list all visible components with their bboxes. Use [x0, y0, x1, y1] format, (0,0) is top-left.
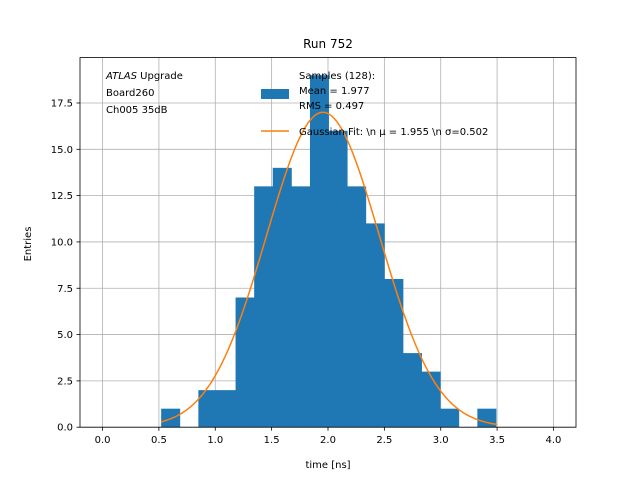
legend-samples-label: RMS = 0.497 [299, 101, 364, 112]
histogram-bar [272, 167, 292, 428]
x-tick-label: 1.0 [207, 435, 223, 446]
histogram-bars [161, 75, 497, 428]
histogram-bar [365, 223, 385, 428]
x-tick-label: 2.0 [320, 435, 336, 446]
y-tick-label: 5.0 [57, 330, 73, 341]
legend-samples-label: Mean = 1.977 [299, 86, 370, 97]
y-tick-label: 15.0 [51, 145, 73, 156]
legend-fit-label: Gaussian Fit: \n μ = 1.955 \n σ=0.502 [299, 127, 488, 138]
y-tick-label: 10.0 [51, 237, 73, 248]
legend: Samples (128): Mean = 1.977 RMS = 0.497 G… [261, 71, 488, 138]
annotation-line: Board260 [106, 88, 154, 99]
histogram-bar [291, 186, 311, 428]
y-tick-label: 0.0 [57, 423, 73, 434]
axis-ticks: 0.0 0.5 1.0 1.5 2.0 2.5 3.0 3.5 4.0 0.0 2.5 5.0 7.5 1… [51, 98, 562, 446]
chart-title: Run 752 [303, 37, 353, 51]
x-tick-label: 1.5 [264, 435, 280, 446]
y-tick-label: 2.5 [57, 376, 73, 387]
x-tick-label: 0.0 [95, 435, 111, 446]
histogram-bar [309, 75, 329, 428]
histogram-bar [384, 278, 404, 428]
annotation-line: ATLAS Upgrade [105, 71, 183, 82]
y-tick-label: 12.5 [51, 191, 73, 202]
legend-samples-patch [261, 89, 289, 99]
histogram-bar [477, 408, 497, 428]
histogram-bar [402, 353, 422, 428]
annotation-upgrade: Upgrade [137, 71, 183, 82]
legend-samples-label: Samples (128): [299, 71, 375, 82]
histogram-bar [235, 297, 255, 428]
x-tick-label: 3.5 [489, 435, 505, 446]
y-axis-label: Entries [23, 227, 34, 262]
y-tick-label: 17.5 [51, 98, 73, 109]
histogram-bar [421, 371, 441, 428]
gaussian-fit-layer [160, 111, 498, 426]
histogram-bar [328, 130, 348, 428]
histogram-bar [216, 390, 236, 428]
histogram-bar [161, 408, 181, 428]
histogram-bar [347, 186, 367, 428]
x-tick-label: 4.0 [546, 435, 562, 446]
y-tick-label: 7.5 [57, 284, 73, 295]
x-tick-label: 0.5 [151, 435, 167, 446]
histogram-bar [254, 186, 274, 428]
histogram-bar [198, 390, 218, 428]
x-tick-label: 3.0 [433, 435, 449, 446]
histogram-bar [440, 408, 460, 428]
annotation-line: Ch005 35dB [106, 105, 168, 116]
x-tick-label: 2.5 [376, 435, 392, 446]
gaussian-fit-line [160, 111, 498, 426]
x-axis-label: time [ns] [305, 460, 350, 471]
atlas-annotation: ATLAS Upgrade Board260 Ch005 35dB [105, 71, 183, 116]
annotation-atlas: ATLAS [105, 71, 138, 82]
